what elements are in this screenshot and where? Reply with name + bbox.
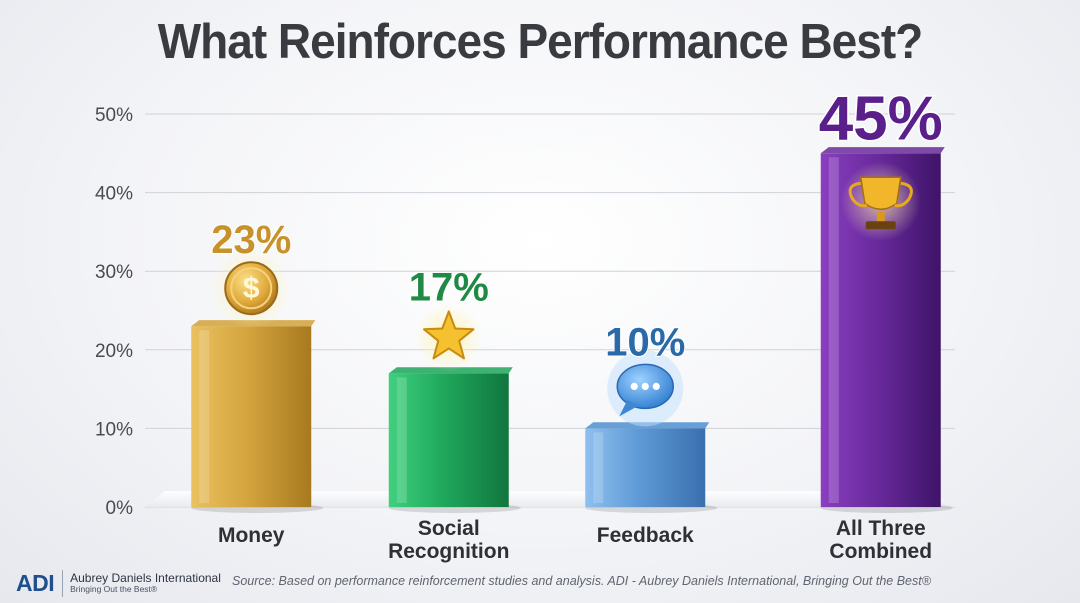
y-tick-label: 10% <box>95 419 133 440</box>
trophy-base <box>865 221 896 230</box>
bar-highlight <box>199 330 210 503</box>
category-label: All Three <box>836 517 926 540</box>
star-shape <box>423 310 475 360</box>
company-tagline: Bringing Out the Best® <box>70 583 158 594</box>
y-tick-label: 40% <box>95 184 133 205</box>
company-name: Aubrey Daniels International <box>70 571 221 586</box>
bubble-dot <box>652 382 660 390</box>
category-label: Combined <box>829 540 932 563</box>
bar-1 <box>388 367 521 513</box>
bar-highlight <box>593 432 604 503</box>
category-label: Social <box>418 517 480 540</box>
value-label: 17% <box>409 265 489 309</box>
bar-highlight <box>396 377 407 503</box>
trophy-icon <box>840 161 921 242</box>
coin-rim <box>230 267 273 310</box>
bar <box>191 326 312 507</box>
company-logo: ADI Aubrey Daniels International Bringin… <box>16 569 221 597</box>
trophy-handle <box>894 181 913 208</box>
bar <box>585 428 706 507</box>
bubble-tail <box>619 400 640 417</box>
trophy-cup <box>859 176 902 211</box>
category-label: Money <box>218 524 285 547</box>
trophy-handle <box>848 181 868 208</box>
dollar-glyph: $ <box>243 272 260 305</box>
bar-2 <box>585 422 718 513</box>
y-tick-label: 50% <box>95 105 133 126</box>
bar-top <box>820 147 945 154</box>
coin-body <box>224 261 279 316</box>
star-icon <box>414 303 483 372</box>
y-tick-label: 20% <box>95 341 133 362</box>
source-note: Source: Based on performance reinforceme… <box>232 574 931 588</box>
trophy-stem <box>876 211 885 222</box>
chat-bubble-icon <box>607 350 684 427</box>
bubble-dot <box>641 382 649 390</box>
bubble-dot <box>630 382 638 390</box>
bar <box>388 373 509 507</box>
y-tick-label: 0% <box>106 498 134 519</box>
chart-title: What Reinforces Performance Best? <box>157 13 924 69</box>
value-label: 45% <box>819 84 943 153</box>
category-label: Recognition <box>388 540 509 563</box>
bar-highlight <box>828 157 839 504</box>
bar-0 <box>191 320 324 513</box>
chart-floor <box>145 491 955 507</box>
dollar-coin-icon: $ <box>211 248 292 329</box>
category-label: Feedback <box>597 524 694 547</box>
value-label: 10% <box>605 320 685 364</box>
logo-mark: ADI <box>16 569 64 597</box>
value-label: 23% <box>211 218 291 262</box>
y-tick-label: 30% <box>95 262 133 283</box>
